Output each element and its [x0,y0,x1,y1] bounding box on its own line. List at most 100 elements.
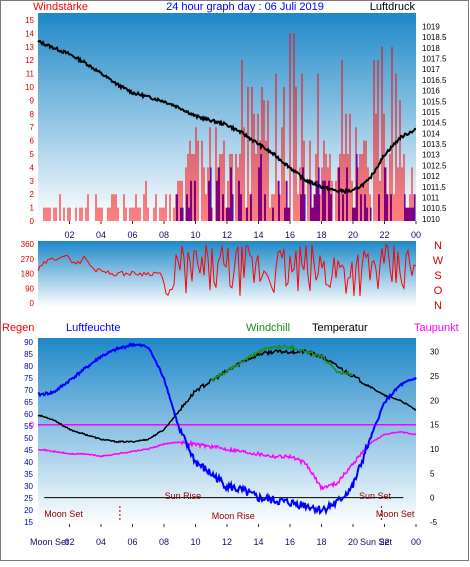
wind-tick-label: 0 [30,217,35,226]
pressure-tick-label: 1015.5 [422,97,447,106]
wind-tick-label: 5 [30,150,35,159]
direction-tick-label: 180 [21,270,35,279]
x-tick-label: 06 [127,230,137,240]
wind-direction-line [37,242,417,297]
x-tick-label: 12 [222,537,232,547]
pressure-line [37,39,417,195]
legend-regen: Regen [2,322,34,334]
astro-annotation: Moon Set [376,509,415,519]
humidity-tick-label: 60 [24,410,33,419]
humidity-tick-label: 20 [24,506,33,515]
astro-annotation: Moon Rise [212,511,255,521]
wind-tick-label: 14 [25,29,34,38]
compass-label: O [434,285,443,297]
moon-set-label: Moon Set [30,537,69,547]
x-tick-label: 02 [64,537,74,547]
x-tick-label: 20 [348,230,358,240]
x-tick-label: 06 [127,537,137,547]
astro-annotation: Sun Rise [165,491,202,501]
pressure-tick-label: 1015 [422,108,440,117]
x-tick-label: 08 [159,230,169,240]
pressure-tick-label: 1014.5 [422,119,447,128]
series-luftfeuchte [37,342,417,516]
wind-pressure-panel [38,13,416,222]
pressure-tick-label: 1011.5 [422,183,446,192]
x-tick-label: 12 [222,230,232,240]
wind-tick-label: 12 [25,56,34,65]
wind-tick-label: 9 [30,96,35,105]
sun-set-label: Sun Set [360,537,393,547]
astro-annotation: Moon Set [44,509,83,519]
pressure-tick-label: 1016.5 [422,76,447,85]
header-title: 24 hour graph day : 06 Juli 2019 [166,1,324,13]
direction-tick-label: 270 [21,255,35,264]
temperature-tick-label: 25 [430,372,439,381]
humidity-tick-label: 50 [24,434,33,443]
temperature-tick-label: 20 [430,396,439,405]
x-tick-label: 22 [379,537,389,547]
humidity-tick-label: 55 [24,422,33,431]
series-temperatur [37,347,417,443]
x-tick-label: 04 [96,230,106,240]
pressure-tick-label: 1010.5 [422,204,447,213]
x-tick-label: 00 [411,230,421,240]
legend-luftfeuchte: Luftfeuchte [66,322,120,334]
pressure-tick-label: 1019 [422,22,440,31]
series-taupunkt [37,430,417,492]
temperature-tick-label: 10 [430,445,439,454]
wind-tick-label: 2 [30,190,35,199]
pressure-tick-label: 1011 [422,193,440,202]
wind-tick-label: 13 [25,43,34,52]
wind-tick-label: 6 [30,137,35,146]
humidity-tick-label: 35 [24,470,33,479]
pressure-tick-label: 1012.5 [422,161,447,170]
temperature-humidity-panel [38,338,416,524]
header-left-label: Windstärke [33,1,88,13]
wind-tick-label: 3 [30,177,35,186]
compass-label: N [434,240,442,252]
humidity-tick-label: 85 [24,350,33,359]
x-tick-label: 14 [253,230,263,240]
humidity-tick-label: 65 [24,398,33,407]
x-tick-label: 20 [348,537,358,547]
temperature-tick-label: 0 [430,494,435,503]
pressure-tick-label: 1016 [422,87,440,96]
humidity-tick-label: 15 [24,518,33,527]
compass-label: N [434,300,442,312]
x-tick-label: 02 [64,230,74,240]
humidity-tick-label: 90 [24,338,33,347]
pressure-tick-label: 1018.5 [422,33,447,42]
temperature-tick-label: 5 [430,469,435,478]
x-tick-label: 00 [411,537,421,547]
direction-tick-label: 360 [21,240,35,249]
wind-tick-label: 15 [25,16,34,25]
wind-tick-label: 7 [30,123,35,132]
pressure-tick-label: 1010 [422,215,440,224]
legend-taupunkt: Taupunkt [414,322,459,334]
wind-tick-label: 10 [25,83,34,92]
compass-label: S [434,270,441,282]
legend-temperatur: Temperatur [312,322,368,334]
temperature-tick-label: 15 [430,421,439,430]
x-tick-label: 18 [316,537,326,547]
x-tick-label: 22 [379,230,389,240]
humidity-tick-label: 70 [24,386,33,395]
pressure-tick-label: 1012 [422,172,440,181]
x-tick-label: 18 [316,230,326,240]
pressure-tick-label: 1017 [422,65,440,74]
direction-tick-label: 90 [25,284,34,293]
temperature-humidity-plot: 15 20 25 30 35 40 45 50 55 60 65 70 75 80 85 90 -5 0 5 10 15… [24,338,439,547]
compass-label: W [433,255,444,267]
x-tick-label: 10 [190,230,200,240]
astro-annotation: Sun Set [359,491,392,501]
pressure-tick-label: 1017.5 [422,54,447,63]
wind-tick-label: 11 [26,70,35,79]
pressure-tick-label: 1018 [422,44,440,53]
header-right-label: Luftdruck [370,1,416,13]
pressure-tick-label: 1014 [422,129,440,138]
x-tick-label: 08 [159,537,169,547]
temperature-tick-label: -5 [430,518,438,527]
humidity-tick-label: 80 [24,362,33,371]
